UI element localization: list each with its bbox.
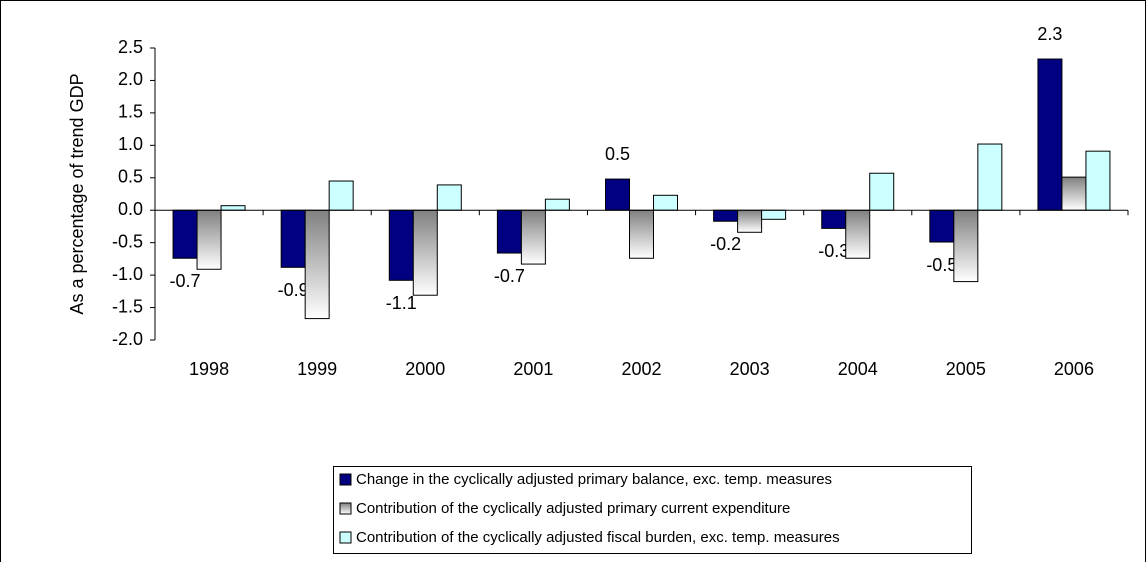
legend: Change in the cyclically adjusted primar…: [339, 471, 840, 546]
legend-swatch: [339, 473, 352, 486]
bar: [605, 178, 630, 211]
bar: [821, 209, 847, 229]
y-tick-label: -1.0: [112, 264, 143, 284]
x-tick-label: 2002: [621, 359, 661, 379]
y-tick-label: 1.0: [118, 134, 143, 154]
y-tick-label: 0.0: [118, 199, 143, 219]
x-tick-label: 2006: [1054, 359, 1094, 379]
data-label: 2.3: [1037, 24, 1062, 44]
bar: [869, 172, 895, 211]
legend-box: [333, 466, 972, 554]
bar: [1061, 176, 1087, 211]
y-tick-label: 2.0: [118, 69, 143, 89]
bar: [280, 209, 306, 268]
y-tick-label: -1.5: [112, 296, 143, 316]
legend-swatch: [339, 531, 352, 544]
x-tick-label: 2004: [838, 359, 878, 379]
bar: [929, 209, 955, 243]
data-label: -0.7: [170, 271, 201, 291]
bar: [172, 209, 198, 259]
x-tick-label: 1999: [297, 359, 337, 379]
legend-swatch: [339, 502, 352, 515]
x-tick-label: 1998: [189, 359, 229, 379]
y-tick-label: -2.0: [112, 329, 143, 349]
bar: [629, 209, 654, 259]
bar: [436, 184, 462, 211]
data-label: 0.5: [605, 144, 630, 164]
bar: [496, 209, 522, 254]
bar: [220, 205, 246, 211]
x-tick-label: 2001: [513, 359, 553, 379]
x-tick-label: 2003: [730, 359, 770, 379]
bar: [388, 209, 414, 281]
data-label: -0.5: [926, 255, 957, 275]
bar: [1037, 58, 1063, 211]
x-tick-label: 2000: [405, 359, 445, 379]
bar: [412, 209, 438, 296]
bar: [845, 209, 871, 259]
y-tick-label: 1.5: [118, 102, 143, 122]
bar: [761, 209, 787, 220]
y-tick-label: 2.5: [118, 37, 143, 57]
bar: [304, 209, 330, 320]
bar: [737, 209, 763, 233]
data-label: -0.7: [494, 266, 525, 286]
bar: [953, 209, 979, 283]
legend-label: Contribution of the cyclically adjusted …: [356, 529, 840, 546]
bar: [713, 209, 739, 222]
bar: [544, 198, 570, 211]
data-label: -0.3: [818, 241, 849, 261]
data-label: -0.2: [710, 234, 741, 254]
bar: [196, 209, 222, 270]
bar: [653, 194, 678, 211]
legend-label: Change in the cyclically adjusted primar…: [356, 471, 832, 488]
bar: [977, 143, 1003, 211]
data-label: -1.1: [386, 293, 417, 313]
bar: [328, 180, 354, 211]
x-tick-label: 2005: [946, 359, 986, 379]
y-tick-label: 0.5: [118, 167, 143, 187]
y-axis-label: As a percentage of trend GDP: [67, 73, 87, 314]
data-label: -0.9: [278, 280, 309, 300]
bar: [1085, 150, 1111, 211]
bar: [520, 209, 546, 265]
y-tick-label: -0.5: [112, 231, 143, 251]
legend-label: Contribution of the cyclically adjusted …: [356, 500, 790, 517]
